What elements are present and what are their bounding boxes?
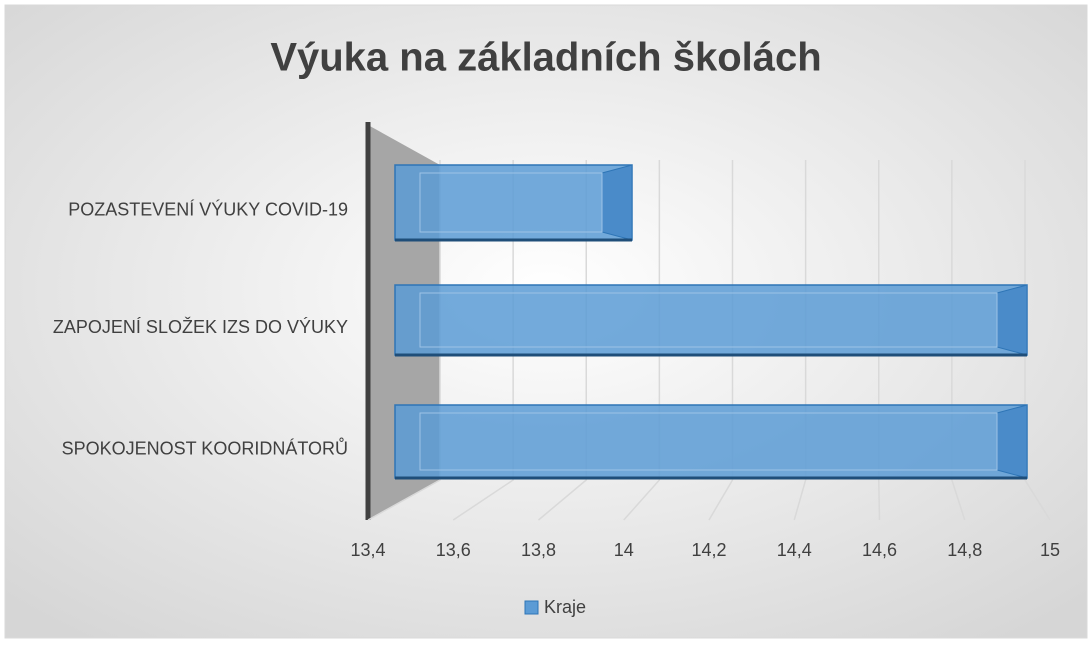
bar-end <box>996 404 1028 479</box>
x-tick-label: 13,6 <box>436 540 471 560</box>
bar-face <box>394 284 1028 356</box>
grid-line <box>878 160 881 521</box>
bar-inner <box>419 292 998 348</box>
x-tick-label: 14,4 <box>777 540 812 560</box>
y-tick-label: ZAPOJENÍ SLOŽEK IZS DO VÝUKY <box>53 317 348 337</box>
x-tick-label: 14 <box>614 540 634 560</box>
x-tick-label: 13,4 <box>350 540 385 560</box>
x-tick-label: 14,8 <box>947 540 982 560</box>
chart-title: Výuka na základních školách <box>270 36 821 80</box>
bar <box>394 284 1028 357</box>
grid-line <box>538 160 587 521</box>
x-tick-label: 13,8 <box>521 540 556 560</box>
bar-face <box>394 164 633 241</box>
x-tick-label: 14,2 <box>691 540 726 560</box>
grid-line <box>708 160 734 521</box>
y-tick-label: SPOKOJENOST KOORIDNÁTORŮ <box>62 437 348 458</box>
grid-line <box>367 160 441 521</box>
grid-line <box>1024 160 1051 521</box>
y-tick-label: POZASTEVENÍ VÝUKY COVID-19 <box>68 199 348 219</box>
legend-label: Kraje <box>544 597 586 617</box>
grid-line <box>951 160 966 521</box>
legend-swatch <box>524 600 539 615</box>
grid-line <box>623 160 661 521</box>
bar-end <box>996 284 1028 356</box>
bar <box>394 164 633 242</box>
bar-inner <box>419 172 603 233</box>
bar-face <box>394 404 1028 479</box>
bar <box>394 404 1028 480</box>
x-tick-label: 15 <box>1040 540 1060 560</box>
x-tick-label: 14,6 <box>862 540 897 560</box>
grid-line <box>452 160 514 521</box>
grid-line <box>793 160 807 521</box>
bar-inner <box>419 412 998 471</box>
bar-end <box>601 164 633 241</box>
